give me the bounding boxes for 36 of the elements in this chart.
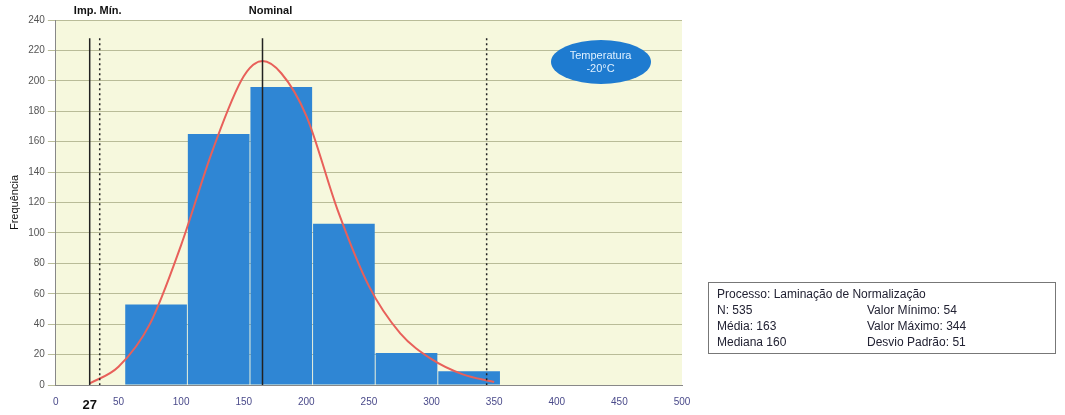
x-tick-label: 450 <box>611 395 629 407</box>
y-tick-label: 220 <box>28 44 46 56</box>
x-tick-label: 200 <box>297 395 316 407</box>
text: N: 535 <box>717 303 754 317</box>
x-tick-label: 150 <box>235 395 253 407</box>
y-tick-label: 180 <box>28 105 46 116</box>
y-tick-label: 140 <box>28 165 46 177</box>
y-tick-label: 0 <box>39 378 46 390</box>
y-tick-label: 100 <box>28 226 46 238</box>
line-series <box>88 60 496 385</box>
x-tick-label: 50 <box>112 395 125 407</box>
y-tick-label: 20 <box>33 348 46 360</box>
y-axis-title: Frequência <box>7 174 20 231</box>
x-tick-label: 300 <box>423 395 441 407</box>
y-tick-label: 120 <box>28 196 46 208</box>
text: Valor Máximo: 344 <box>867 319 968 333</box>
text: Média: 163 <box>717 319 778 333</box>
x-tick-label: 0 <box>53 395 60 407</box>
y-tick-label: 40 <box>33 317 46 329</box>
x-tick-label: 500 <box>673 395 691 407</box>
annotation: 27 <box>82 397 97 413</box>
x-tick-label: 350 <box>485 395 503 407</box>
text: Mediana 160 <box>717 335 788 349</box>
text: Processo: Laminação de Normalização <box>717 287 927 301</box>
text: Valor Mínimo: 54 <box>867 303 958 317</box>
y-tick-label: 160 <box>28 135 46 147</box>
y-tick-label: 60 <box>33 287 46 299</box>
y-tick-label: 240 <box>28 13 46 25</box>
ref-line-label: Nominal <box>248 3 293 16</box>
x-tick-label: 100 <box>172 395 190 407</box>
ref-line-label: Imp. Mín. <box>73 3 122 16</box>
x-tick-label: 400 <box>548 395 566 407</box>
y-tick-label: 80 <box>33 257 46 269</box>
x-tick-label: 250 <box>360 395 378 407</box>
text: Desvio Padrão: 51 <box>867 335 967 349</box>
y-tick-label: 200 <box>28 74 46 86</box>
